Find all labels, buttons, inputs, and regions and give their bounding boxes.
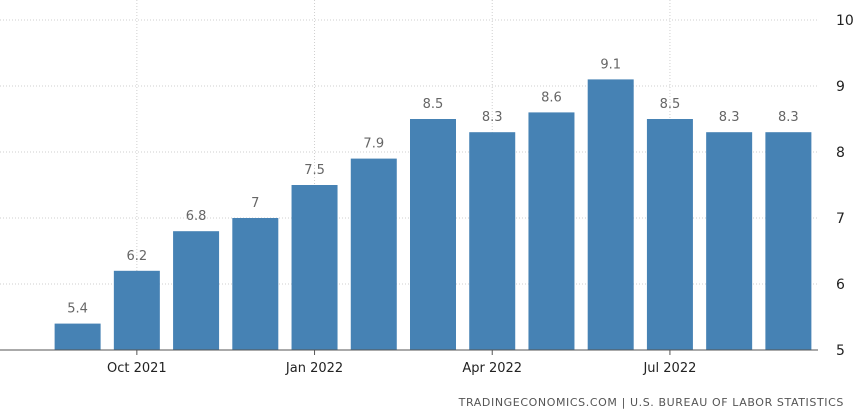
data-label: 5.4 [67, 302, 88, 317]
data-label: 8.6 [541, 90, 562, 105]
data-labels: 5.4 6.2 6.8 7 7.5 7.9 8.5 8.3 8.6 9.1 8.5 8.3 8.3 [67, 57, 798, 316]
data-label: 7 [251, 196, 259, 211]
data-label: 8.3 [482, 110, 503, 125]
bar [54, 323, 101, 350]
bar [528, 112, 575, 351]
source-attribution: TRADINGECONOMICS.COM | U.S. BUREAU OF LA… [458, 396, 844, 409]
bar [113, 270, 160, 350]
bar [410, 119, 456, 350]
bar [291, 185, 338, 350]
bar [587, 79, 634, 351]
y-axis: 5 6 7 8 9 10 [836, 13, 854, 359]
data-label: 6.2 [127, 249, 148, 264]
bar [232, 218, 279, 350]
y-tick-label: 9 [836, 79, 845, 95]
data-label: 6.8 [186, 209, 207, 224]
y-tick-label: 5 [836, 343, 845, 359]
x-tick-label: Oct 2021 [107, 361, 167, 376]
x-tick-label: Apr 2022 [462, 361, 522, 376]
data-label: 8.5 [660, 97, 681, 112]
data-label: 8.3 [719, 110, 740, 125]
x-tick-label: Jan 2022 [285, 361, 343, 376]
bar [706, 132, 753, 350]
y-tick-label: 7 [836, 211, 845, 227]
y-tick-label: 10 [836, 13, 854, 29]
bar [646, 119, 693, 350]
data-label: 7.5 [304, 163, 325, 178]
data-label: 8.5 [423, 97, 444, 112]
y-tick-label: 6 [836, 277, 845, 293]
y-tick-label: 8 [836, 145, 845, 161]
data-label: 9.1 [600, 57, 621, 72]
bar [350, 158, 397, 350]
x-tick-label: Jul 2022 [642, 361, 696, 376]
x-axis: Oct 2021 Jan 2022 Apr 2022 Jul 2022 [0, 349, 818, 376]
bar [173, 231, 220, 350]
bar [765, 132, 812, 350]
data-label: 7.9 [363, 137, 384, 152]
bar [469, 132, 516, 350]
data-label: 8.3 [778, 110, 799, 125]
bars [54, 79, 812, 351]
